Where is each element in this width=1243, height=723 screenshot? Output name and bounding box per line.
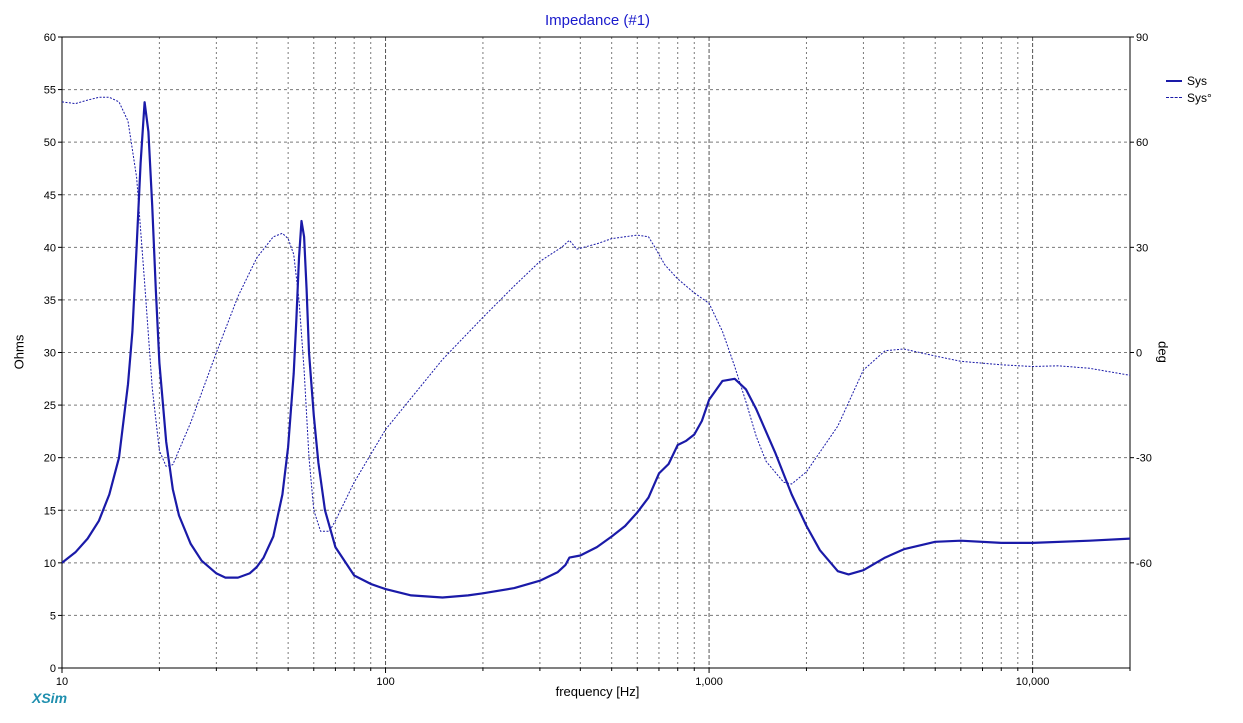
y-tick-label: 10 [44,558,56,570]
y2-tick-label: 30 [1136,242,1148,254]
app-logo-text: XSim [32,690,68,706]
legend-dashed-line-icon [1166,97,1182,98]
y-tick-label: 50 [44,137,56,149]
y-tick-label: 45 [44,190,56,202]
x-axis-label: frequency [Hz] [555,684,640,699]
y-tick-label: 25 [44,400,56,412]
legend-label-sys: Sys [1187,73,1208,88]
y-tick-label: 20 [44,453,56,465]
y2-tick-label: -30 [1136,453,1152,465]
y2-axis-label: deg [1155,341,1171,363]
chart-title: Impedance (#1) [544,12,651,29]
x-tick-label: 10,000 [1016,676,1050,688]
y-tick-label: 55 [44,85,56,97]
y-tick-label: 5 [50,610,56,622]
x-tick-label: 100 [376,676,394,688]
y-tick-label: 40 [44,242,56,254]
legend: Sys Sys° [1166,72,1212,106]
legend-solid-line-icon [1166,79,1182,82]
y-tick-label: 30 [44,348,56,360]
y-tick-label: 60 [44,32,56,44]
y2-tick-label: 60 [1136,137,1148,149]
x-tick-label: 1,000 [695,676,723,688]
legend-item-sys-phase: Sys° [1166,89,1212,106]
series-line-sys [62,101,1130,599]
series-line-sys-phase [62,96,1130,532]
x-tick-label: 10 [56,676,68,688]
y-axis-label: Ohms [11,334,27,370]
y2-tick-label: 90 [1136,32,1148,44]
legend-item-sys: Sys [1166,72,1212,89]
y-tick-label: 15 [44,505,56,517]
y-tick-label: 0 [50,663,56,675]
legend-label-sys-phase: Sys° [1187,90,1212,105]
y-tick-label: 35 [44,295,56,307]
y2-tick-label: -60 [1136,558,1152,570]
y2-tick-label: 0 [1136,348,1142,360]
